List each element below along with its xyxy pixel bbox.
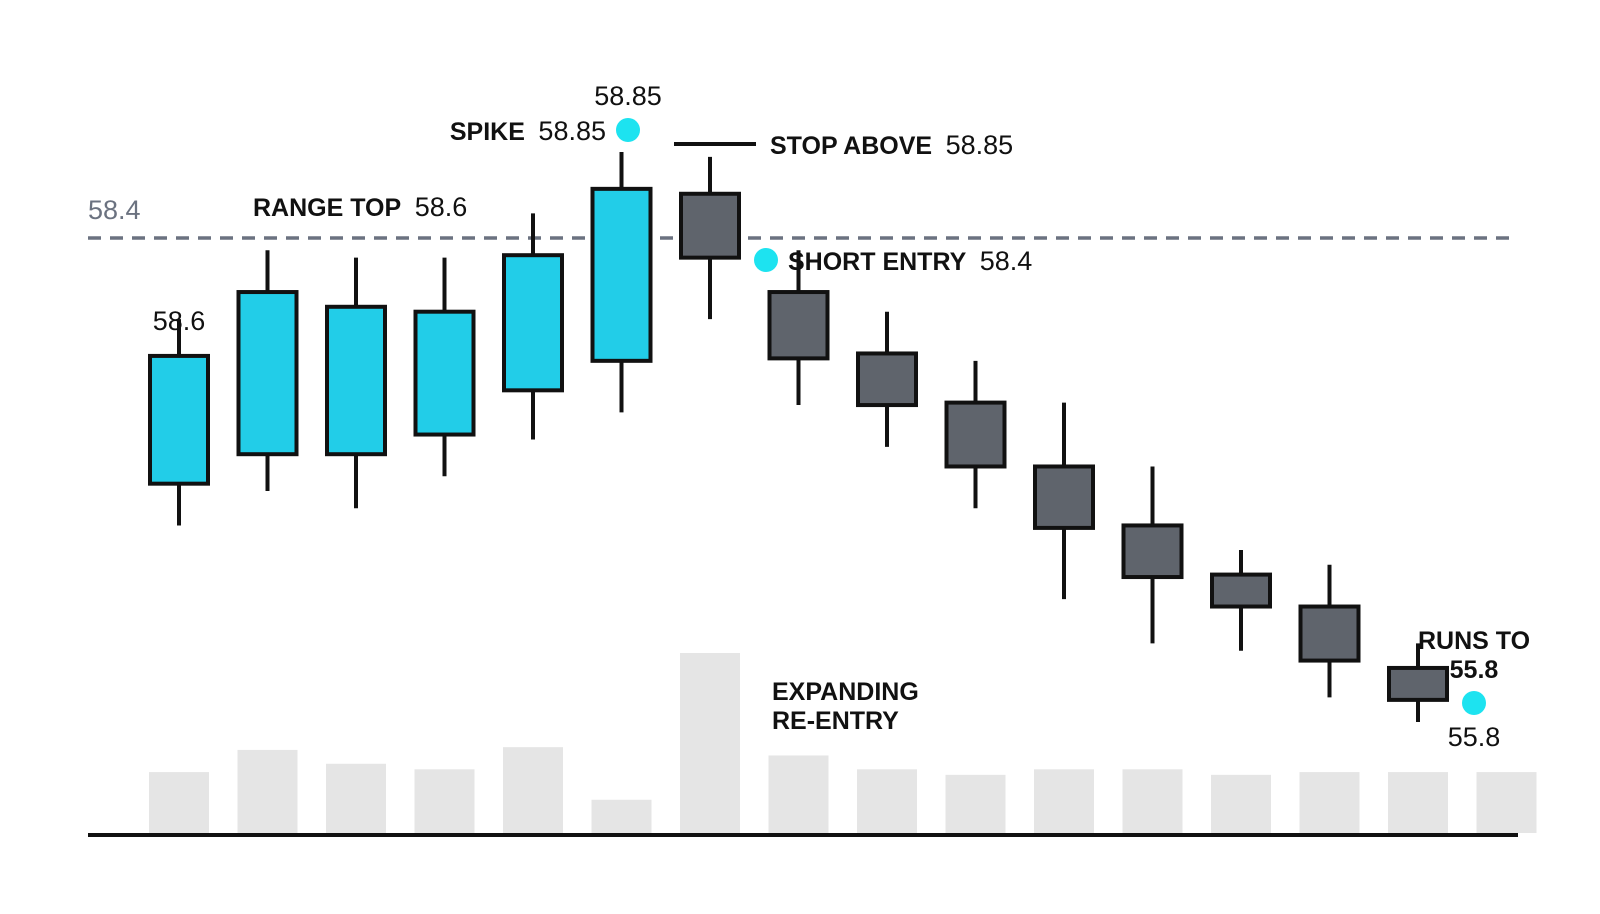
reference-line-label: 58.4 (88, 195, 141, 225)
candle-body (1121, 523, 1184, 580)
volume-bar (326, 763, 386, 833)
candle (236, 250, 299, 492)
volume-bar (1034, 769, 1094, 833)
candle-body (944, 400, 1007, 469)
candle (1033, 402, 1095, 600)
range-top-annotation: RANGE TOP 58.6 (253, 192, 467, 222)
volume-bars (149, 653, 1537, 833)
candle (413, 257, 476, 477)
candle (767, 250, 830, 406)
candle (1387, 643, 1449, 722)
target-dot (1462, 691, 1486, 715)
volume-note-line-1: EXPANDING (772, 678, 919, 706)
candle-body (1298, 604, 1361, 663)
volume-bar (768, 755, 829, 833)
volume-bar (945, 774, 1006, 833)
candle-body (679, 191, 741, 260)
candle (148, 319, 210, 526)
volume-bar (503, 747, 563, 833)
candle (944, 360, 1007, 509)
candle (502, 213, 564, 440)
volume-bar (680, 653, 740, 833)
volume-bar (1388, 772, 1448, 833)
volume-bar (1476, 772, 1537, 833)
candle-body (856, 351, 918, 408)
volume-note-line-2: RE-ENTRY (772, 707, 899, 735)
volume-bar (237, 749, 298, 833)
candle-body (1387, 665, 1449, 702)
volume-bar (1299, 772, 1360, 833)
volume-bar (1211, 774, 1271, 833)
candle-body (1210, 572, 1272, 609)
volume-bar (414, 769, 475, 833)
short-entry-annotation: SHORT ENTRY 58.4 (788, 246, 1032, 276)
candle-body (236, 290, 299, 457)
first-candle-high-label: 58.6 (153, 306, 206, 336)
candle (325, 257, 387, 509)
spike-dot (616, 118, 640, 142)
candles (148, 152, 1449, 722)
spike-high-label: 58.85 (594, 81, 662, 111)
candle (590, 152, 653, 413)
candle (1210, 550, 1272, 651)
short-entry-dot (754, 248, 778, 272)
target-annotation-line-2: 55.8 (1450, 656, 1499, 684)
volume-bar (149, 772, 209, 833)
candle-body (590, 186, 653, 363)
candle (679, 156, 741, 320)
candle-body (325, 304, 387, 457)
target-annotation-line-1: RUNS TO (1418, 627, 1530, 655)
stop-annotation: STOP ABOVE 58.85 (770, 130, 1013, 160)
candle (856, 311, 918, 447)
spike-annotation: SPIKE 58.85 (450, 116, 606, 146)
volume-bar (857, 769, 917, 833)
volume-bar (591, 799, 652, 833)
candle (1298, 564, 1361, 698)
candle-body (1033, 464, 1095, 530)
candle-body (767, 290, 830, 361)
candle-body (148, 353, 210, 486)
candle (1121, 466, 1184, 644)
volume-bar (1122, 769, 1183, 833)
candle-body (413, 309, 476, 437)
candle-body (502, 253, 564, 393)
target-value-label: 55.8 (1448, 722, 1501, 752)
